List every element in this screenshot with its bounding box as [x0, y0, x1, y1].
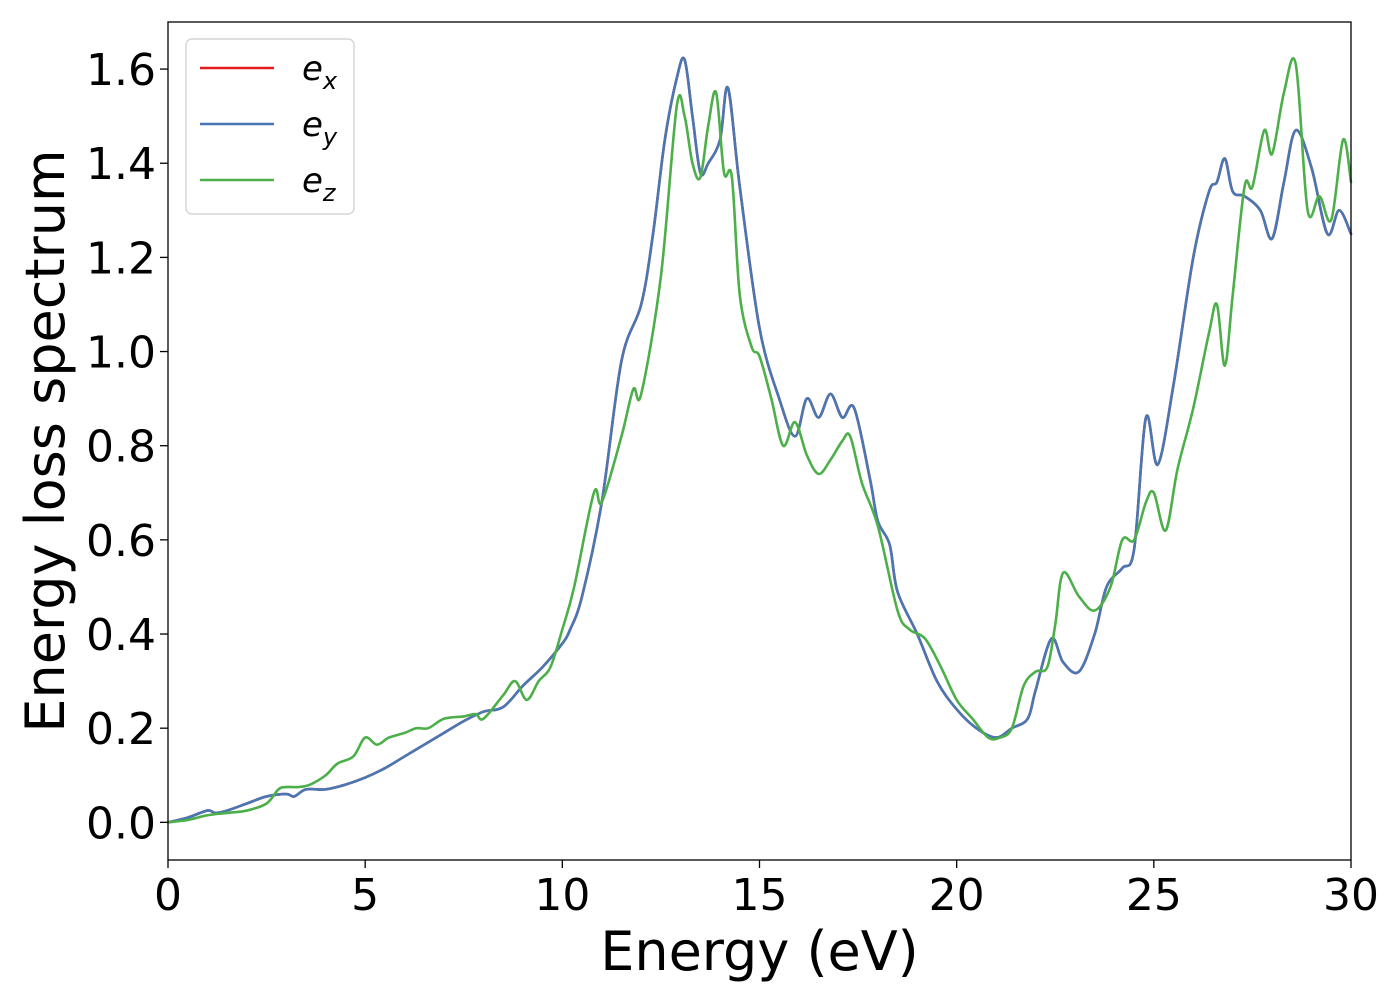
y-tick-label: 1.2 [86, 233, 156, 284]
legend-label-base: e [302, 49, 323, 89]
series-line-y [166, 56, 1353, 824]
legend-label-subscript: y [322, 123, 338, 151]
legend-label-base: e [302, 105, 323, 145]
x-axis-ticks: 0 5 10 15 20 25 30 [154, 860, 1379, 921]
x-tick-label: 10 [534, 870, 590, 921]
y-tick-label: 1.0 [86, 328, 156, 379]
x-tick-label: 0 [154, 870, 182, 921]
x-tick-label: 5 [351, 870, 379, 921]
series-line-z [166, 57, 1353, 824]
series-layer [166, 56, 1353, 824]
y-tick-label: 0.4 [86, 610, 156, 661]
legend-label-x: ex [302, 49, 338, 95]
x-axis-label: Energy (eV) [600, 920, 919, 983]
y-tick-label: 1.4 [86, 139, 156, 190]
y-tick-label: 0.0 [86, 798, 156, 849]
x-tick-label: 30 [1323, 870, 1379, 921]
y-tick-label: 0.8 [86, 422, 156, 473]
y-axis-ticks: 0.0 0.2 0.4 0.6 0.8 1.0 1.2 1.4 1.6 [86, 45, 168, 849]
x-tick-label: 25 [1126, 870, 1182, 921]
legend-label-subscript: z [322, 179, 337, 207]
y-axis-label: Energy loss spectrum [14, 149, 77, 732]
legend-label-z: ez [302, 161, 337, 207]
plot-area [168, 22, 1351, 860]
x-tick-label: 20 [929, 870, 985, 921]
legend-label-subscript: x [322, 67, 338, 95]
legend-label-y: ey [302, 105, 338, 151]
y-tick-label: 0.6 [86, 516, 156, 567]
y-tick-label: 0.2 [86, 704, 156, 755]
y-tick-label: 1.6 [86, 45, 156, 96]
legend-box [185, 38, 355, 215]
x-tick-label: 15 [732, 870, 788, 921]
legend-label-base: e [302, 161, 323, 201]
